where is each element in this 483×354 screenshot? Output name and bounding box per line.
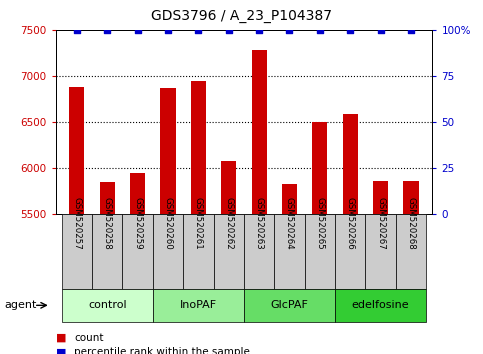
Point [73,27,81,33]
Point [346,27,354,33]
Bar [62,214,92,289]
Bar [153,289,244,322]
Text: GlcPAF: GlcPAF [270,300,309,310]
Point [225,27,233,33]
Bar [342,114,358,214]
Bar [191,81,206,214]
Bar [403,181,419,214]
Text: GSM520268: GSM520268 [407,197,415,250]
Text: GSM520264: GSM520264 [285,197,294,250]
Text: GSM520265: GSM520265 [315,197,325,250]
Text: GSM520263: GSM520263 [255,197,264,250]
Text: ■: ■ [56,333,66,343]
Text: GSM520262: GSM520262 [224,197,233,250]
Text: GDS3796 / A_23_P104387: GDS3796 / A_23_P104387 [151,9,332,23]
Bar [305,214,335,289]
Bar [244,289,335,322]
Bar [92,214,122,289]
Bar [335,214,366,289]
Bar [183,214,213,289]
Bar [69,87,85,214]
Point [103,27,111,33]
Point [195,27,202,33]
Point [285,27,293,33]
Point [164,27,172,33]
Bar [335,289,426,322]
Point [134,27,142,33]
Text: ■: ■ [56,347,66,354]
Bar [62,289,153,322]
Bar [396,214,426,289]
Text: GSM520267: GSM520267 [376,197,385,250]
Text: GSM520259: GSM520259 [133,197,142,250]
Point [377,27,384,33]
Bar [373,181,388,214]
Bar [153,214,183,289]
Bar [282,184,297,214]
Bar [313,122,327,214]
Text: edelfosine: edelfosine [352,300,410,310]
Bar [130,173,145,214]
Text: GSM520266: GSM520266 [346,197,355,250]
Text: count: count [74,333,103,343]
Bar [99,182,115,214]
Bar [160,88,175,214]
Point [255,27,263,33]
Bar [213,214,244,289]
Bar [122,214,153,289]
Point [316,27,324,33]
Text: GSM520257: GSM520257 [72,197,81,250]
Bar [274,214,305,289]
Text: GSM520260: GSM520260 [163,197,172,250]
Bar [244,214,274,289]
Text: percentile rank within the sample: percentile rank within the sample [74,347,250,354]
Bar [221,161,236,214]
Text: GSM520261: GSM520261 [194,197,203,250]
Point [407,27,415,33]
Text: GSM520258: GSM520258 [103,197,112,250]
Text: control: control [88,300,127,310]
Bar [366,214,396,289]
Bar [252,50,267,214]
Text: InoPAF: InoPAF [180,300,217,310]
Text: agent: agent [5,300,37,310]
